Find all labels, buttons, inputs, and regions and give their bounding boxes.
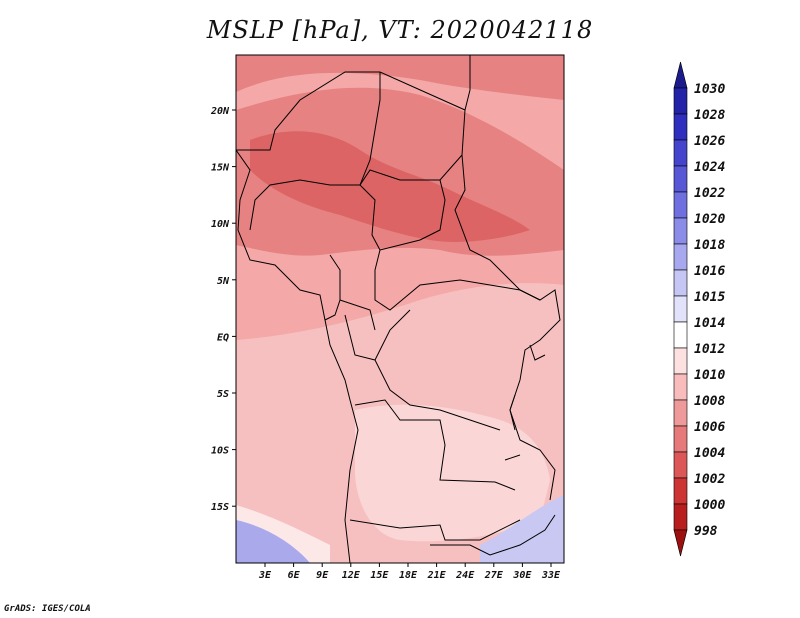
x-tick-label: 9E bbox=[316, 570, 329, 581]
colorbar-top-arrow bbox=[673, 61, 688, 89]
colorbar-label: 1006 bbox=[694, 420, 725, 435]
colorbar-box bbox=[673, 269, 688, 297]
colorbar-box bbox=[673, 373, 688, 401]
x-tick-label: 18E bbox=[399, 570, 418, 581]
field-1008-north-region bbox=[236, 55, 564, 100]
colorbar-box bbox=[673, 295, 688, 323]
colorbar-label: 998 bbox=[694, 524, 718, 539]
colorbar-label: 1000 bbox=[694, 498, 725, 513]
colorbar-label: 1010 bbox=[694, 368, 725, 383]
x-tick-label: 3E bbox=[258, 570, 272, 581]
map-frame bbox=[235, 54, 565, 564]
colorbar-label: 1014 bbox=[694, 316, 725, 331]
colorbar-boxes bbox=[673, 61, 688, 557]
y-tick-label: 10S bbox=[211, 446, 229, 457]
colorbar-label: 1024 bbox=[694, 160, 725, 175]
y-tick-label: 20N bbox=[210, 106, 230, 117]
colorbar-label: 1020 bbox=[694, 212, 725, 227]
colorbar-box bbox=[673, 321, 688, 349]
colorbar-label: 1026 bbox=[694, 134, 725, 149]
colorbar-label: 1018 bbox=[694, 238, 725, 253]
credit-label: GrADS: IGES/COLA bbox=[4, 604, 91, 614]
y-tick-label: 5S bbox=[217, 389, 229, 400]
colorbar-label: 1028 bbox=[694, 108, 725, 123]
x-axis-ticks: 3E 6E 9E 12E 15E 18E 21E 24E 27E 30E 33E bbox=[258, 563, 561, 581]
x-tick-label: 30E bbox=[512, 570, 532, 581]
map-title: MSLP [hPa], VT: 2020042118 bbox=[206, 16, 594, 44]
colorbar-box bbox=[673, 477, 688, 505]
colorbar-box bbox=[673, 191, 688, 219]
field-1004-region bbox=[250, 131, 530, 242]
colorbar-labels: 1030 1028 1026 1024 1022 1020 1018 1016 1015 1014… bbox=[694, 82, 725, 539]
border-chad bbox=[359, 72, 446, 251]
colorbar-label: 1016 bbox=[694, 264, 725, 279]
great-lakes bbox=[504, 344, 546, 461]
coastline-west bbox=[236, 149, 359, 563]
y-axis-ticks: 20N 15N 10N 5N EQ 5S 10S 15S bbox=[210, 106, 236, 513]
country-borders bbox=[236, 55, 561, 563]
colorbar-box bbox=[673, 451, 688, 479]
colorbar-label: 1008 bbox=[694, 394, 725, 409]
y-tick-label: 15S bbox=[211, 502, 229, 513]
border-congo bbox=[344, 309, 501, 431]
colorbar-label: 1012 bbox=[694, 342, 725, 357]
colorbar-box bbox=[673, 347, 688, 375]
colorbar-box bbox=[673, 87, 688, 115]
x-tick-label: 21E bbox=[427, 570, 447, 581]
colorbar-box bbox=[673, 139, 688, 167]
border-cameroon bbox=[324, 254, 376, 331]
y-tick-label: 5N bbox=[217, 276, 230, 287]
colorbar-box bbox=[673, 165, 688, 193]
colorbar-label: 1030 bbox=[694, 82, 725, 97]
x-tick-label: 12E bbox=[342, 570, 361, 581]
colorbar-box bbox=[673, 113, 688, 141]
colorbar-label: 1015 bbox=[694, 290, 725, 305]
y-tick-label: EQ bbox=[217, 332, 229, 343]
border-namibia bbox=[349, 519, 521, 541]
y-tick-label: 10N bbox=[211, 219, 230, 230]
x-tick-label: 15E bbox=[370, 570, 389, 581]
pressure-field bbox=[236, 55, 564, 563]
field-1016-region bbox=[236, 520, 310, 563]
field-1016-east-region bbox=[480, 495, 564, 563]
colorbar-box bbox=[673, 217, 688, 245]
colorbar-bottom-arrow bbox=[673, 529, 688, 557]
colorbar-label: 1022 bbox=[694, 186, 725, 201]
x-tick-label: 27E bbox=[484, 570, 504, 581]
x-tick-label: 33E bbox=[541, 570, 561, 581]
colorbar-box bbox=[673, 399, 688, 427]
border-car bbox=[374, 249, 521, 311]
colorbar-box bbox=[673, 243, 688, 271]
border-south bbox=[430, 514, 556, 556]
y-tick-label: 15N bbox=[211, 163, 230, 174]
colorbar-label: 1002 bbox=[694, 472, 725, 487]
border-angola bbox=[354, 399, 516, 491]
colorbar-box bbox=[673, 425, 688, 453]
field-1014-region bbox=[355, 404, 550, 542]
border-east bbox=[509, 289, 561, 501]
colorbar-box bbox=[673, 503, 688, 531]
x-tick-label: 24E bbox=[455, 570, 475, 581]
colorbar-label: 1004 bbox=[694, 446, 725, 461]
x-tick-label: 6E bbox=[288, 570, 301, 581]
